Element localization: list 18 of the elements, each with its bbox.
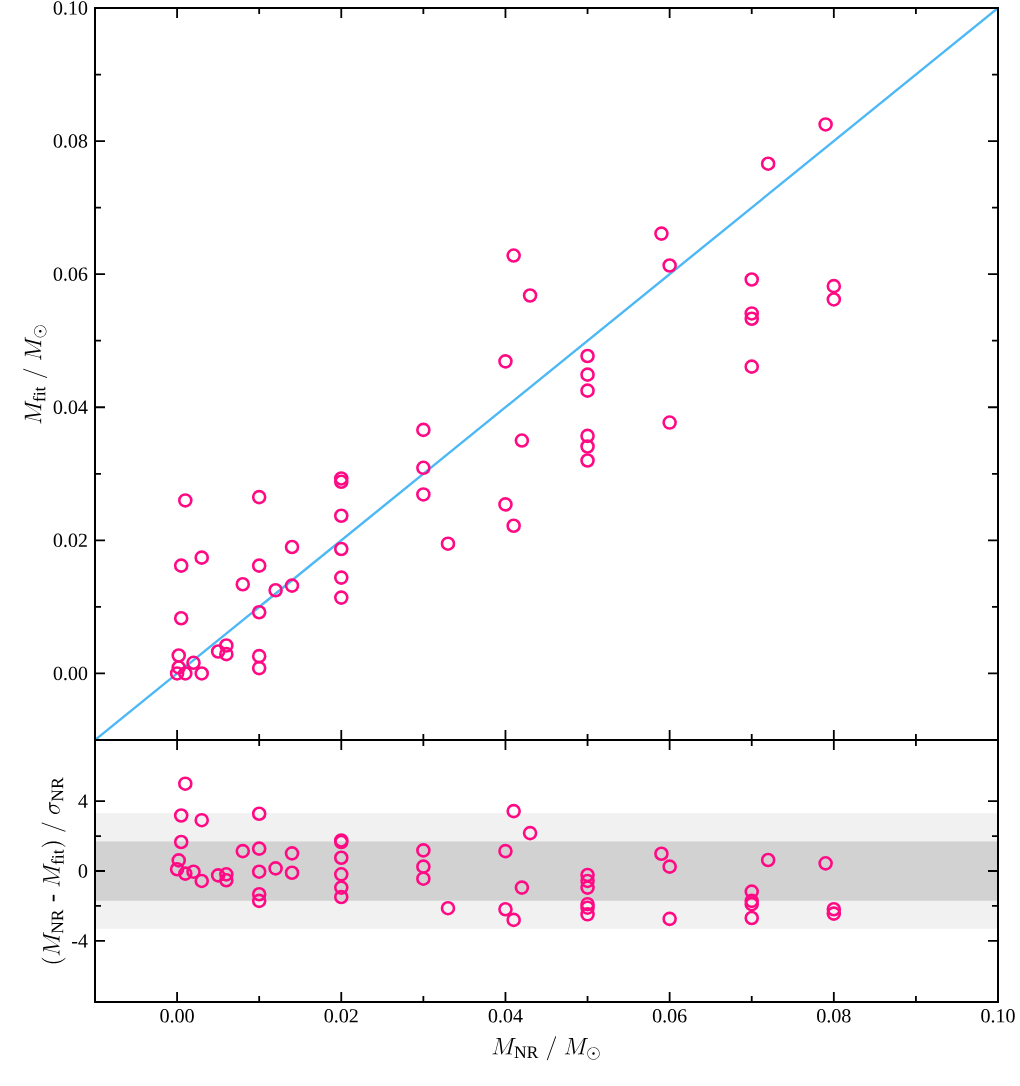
x-tick-label: 0.08 (817, 1009, 851, 1023)
y-tick-label: 4 (78, 794, 88, 808)
y-tick-label: 0.10 (53, 1, 88, 15)
x-tick-label: 0.02 (324, 1009, 358, 1023)
y-axis-title: $(M_{\mathrm{NR}}\ \textrm{-}\ M_{\mathrm{fit}})\ /\ \sigma_{\mathrm{NR}}$ (41, 777, 66, 964)
y-tick-label: 0.00 (53, 666, 88, 681)
x-tick-label: 0.04 (488, 1009, 523, 1023)
y-tick-label: 0.06 (53, 267, 88, 281)
y-tick-label: -4 (72, 934, 88, 948)
y-tick-label: 0.08 (53, 134, 88, 148)
x-tick-label: 0.10 (981, 1009, 1015, 1023)
x-axis-title: $M_{\mathrm{NR}}\ /\ M_{\odot}$ (492, 1036, 600, 1061)
y-tick-label: 0 (78, 864, 88, 878)
y-tick-label: 0.04 (53, 400, 88, 415)
y-axis-title: $M_{\mathrm{fit}}\ /\ M_{\odot}$ (23, 325, 48, 424)
y-tick-label: 0.02 (53, 533, 87, 548)
x-tick-label: 0.06 (652, 1009, 687, 1023)
x-tick-label: 0.00 (160, 1009, 194, 1023)
